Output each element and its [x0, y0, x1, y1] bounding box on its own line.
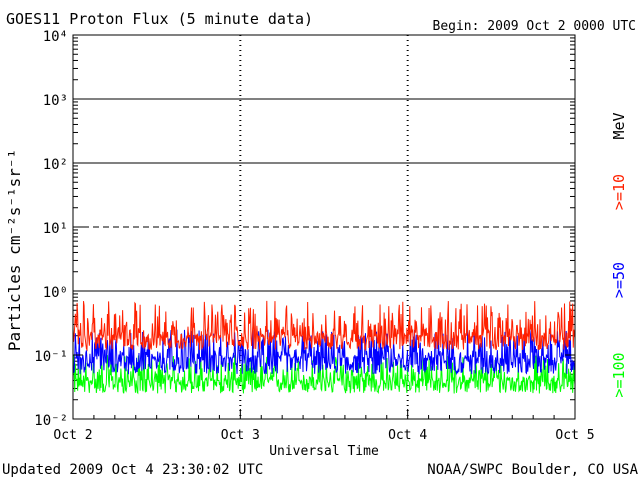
- legend: MeV >=10 >=50 >=100: [610, 112, 628, 397]
- y-axis-label: Particles cm⁻²s⁻¹sr⁻¹: [5, 149, 24, 351]
- data-source: NOAA/SWPC Boulder, CO USA: [427, 462, 638, 478]
- series-line-10: [72, 300, 576, 352]
- x-tick-label: Oct 4: [388, 428, 427, 443]
- series-line-50: [72, 329, 576, 376]
- y-tick-label: 10¹: [43, 221, 68, 237]
- y-tick-label: 10⁰: [43, 285, 68, 301]
- updated-time: Updated 2009 Oct 4 23:30:02 UTC: [2, 462, 263, 478]
- x-tick-label: Oct 2: [53, 428, 92, 443]
- y-tick-label: 10⁻¹: [34, 349, 68, 365]
- legend-unit: MeV: [610, 112, 628, 139]
- y-tick-label: 10²: [43, 157, 68, 173]
- begin-time: Begin: 2009 Oct 2 0000 UTC: [433, 19, 637, 34]
- y-tick-labels: 10⁻² 10⁻¹ 10⁰ 10¹ 10² 10³ 10⁴: [34, 29, 575, 429]
- x-tick-labels: Oct 2 Oct 3 Oct 4 Oct 5: [53, 409, 595, 443]
- legend-item-10: >=10: [610, 174, 628, 210]
- legend-item-100: >=100: [610, 352, 628, 397]
- legend-item-50: >=50: [610, 262, 628, 298]
- plot-series: [72, 300, 576, 395]
- x-axis-label: Universal Time: [269, 444, 379, 459]
- x-tick-label: Oct 5: [555, 428, 594, 443]
- series-line-100: [72, 355, 576, 395]
- y-tick-label: 10³: [43, 93, 68, 109]
- y-tick-label: 10⁻²: [34, 413, 68, 429]
- x-tick-label: Oct 3: [221, 428, 260, 443]
- y-tick-label: 10⁴: [43, 29, 68, 45]
- chart-title: GOES11 Proton Flux (5 minute data): [6, 10, 313, 28]
